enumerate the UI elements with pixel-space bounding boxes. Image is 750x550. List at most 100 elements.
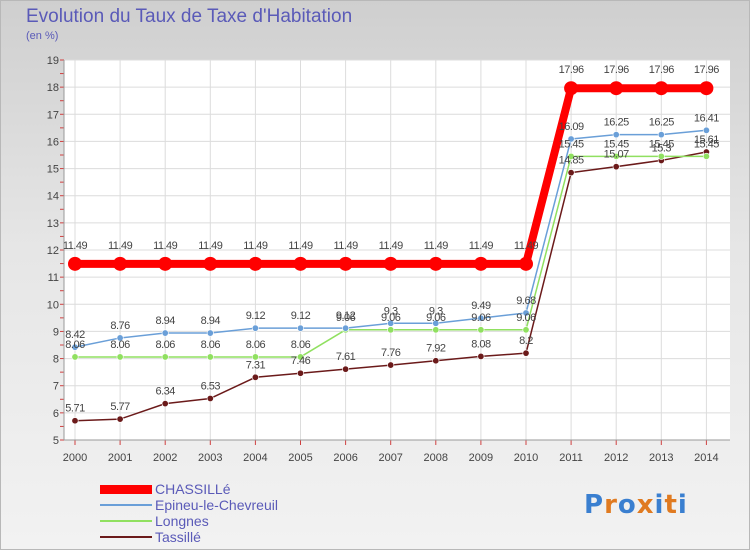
data-label-epineu-le-chevreuil: 9.68 — [516, 295, 536, 307]
x-tick-label: 2006 — [333, 452, 357, 464]
data-point-epineu-le-chevreuil — [116, 334, 124, 342]
data-point-tassill — [432, 357, 440, 365]
data-label-epineu-le-chevreuil: 9.3 — [429, 305, 443, 317]
data-point-chassill — [654, 81, 669, 96]
x-tick-label: 2008 — [424, 452, 448, 464]
y-tick-label: 12 — [47, 245, 59, 257]
data-point-chassill — [248, 256, 263, 271]
x-tick-label: 2009 — [469, 452, 493, 464]
data-point-longnes — [161, 353, 169, 361]
data-label-chassill: 17.96 — [559, 64, 584, 76]
data-label-epineu-le-chevreuil: 9.49 — [471, 300, 491, 312]
data-label-tassill: 8.08 — [471, 338, 491, 350]
data-label-longnes: 8.06 — [201, 339, 221, 351]
data-label-chassill: 11.49 — [288, 240, 313, 252]
logo-letter: r — [604, 490, 618, 520]
data-label-longnes: 9.06 — [381, 312, 401, 324]
data-label-chassill: 11.49 — [63, 240, 88, 252]
data-point-longnes — [206, 353, 214, 361]
data-label-longnes: 15.45 — [604, 138, 629, 150]
data-point-tassill — [567, 169, 575, 177]
proxiti-logo: Proxiti — [584, 490, 688, 520]
legend-label: CHASSILLé — [155, 481, 231, 497]
data-point-chassill — [203, 256, 218, 271]
data-label-chassill: 11.49 — [108, 240, 133, 252]
legend-swatch — [100, 536, 152, 538]
chart-unit: (en %) — [26, 30, 59, 42]
data-label-tassill: 5.77 — [110, 401, 130, 413]
y-tick-label: 10 — [47, 299, 59, 311]
data-label-tassill: 7.61 — [336, 351, 356, 363]
data-label-longnes: 8.06 — [291, 339, 311, 351]
data-point-epineu-le-chevreuil — [387, 319, 395, 327]
data-point-longnes — [71, 353, 79, 361]
data-point-chassill — [113, 256, 128, 271]
data-point-longnes — [567, 152, 575, 160]
data-point-longnes — [612, 152, 620, 160]
data-point-longnes — [522, 326, 530, 334]
x-tick-label: 2012 — [604, 452, 628, 464]
y-tick-label: 17 — [47, 109, 59, 121]
data-label-chassill: 11.49 — [379, 240, 404, 252]
data-point-longnes — [116, 353, 124, 361]
y-tick-label: 16 — [47, 136, 59, 148]
data-label-longnes: 9.06 — [336, 312, 356, 324]
data-label-epineu-le-chevreuil: 8.76 — [110, 320, 130, 332]
data-point-tassill — [71, 417, 79, 425]
data-label-tassill: 15.61 — [694, 134, 719, 146]
x-tick-label: 2000 — [63, 452, 87, 464]
x-tick-label: 2003 — [198, 452, 222, 464]
data-point-tassill — [251, 373, 259, 381]
data-label-chassill: 11.49 — [424, 240, 449, 252]
data-label-chassill: 17.96 — [604, 64, 629, 76]
data-point-tassill — [206, 394, 214, 402]
data-label-tassill: 5.71 — [65, 403, 85, 415]
data-point-chassill — [609, 81, 624, 96]
x-tick-label: 2010 — [514, 452, 538, 464]
data-label-longnes: 9.06 — [471, 312, 491, 324]
logo-letter: t — [664, 490, 678, 520]
data-point-epineu-le-chevreuil — [567, 135, 575, 143]
data-label-longnes: 15.45 — [694, 138, 719, 150]
data-label-longnes: 8.06 — [246, 339, 266, 351]
data-label-epineu-le-chevreuil: 16.41 — [694, 112, 719, 124]
x-tick-label: 2013 — [649, 452, 673, 464]
data-point-chassill — [293, 256, 308, 271]
data-point-chassill — [338, 256, 353, 271]
data-label-tassill: 6.34 — [155, 386, 175, 398]
chart-title: Evolution du Taux de Taxe d'Habitation — [26, 6, 353, 27]
data-label-chassill: 17.96 — [694, 64, 719, 76]
data-label-tassill: 7.92 — [426, 343, 446, 355]
data-point-epineu-le-chevreuil — [71, 343, 79, 351]
x-tick-label: 2007 — [378, 452, 402, 464]
y-tick-label: 8 — [53, 354, 59, 366]
y-tick-label: 19 — [47, 55, 59, 67]
logo-letter: o — [617, 490, 637, 520]
y-tick-label: 6 — [53, 408, 59, 420]
data-point-chassill — [383, 256, 398, 271]
data-label-tassill: 15.3 — [652, 142, 672, 154]
data-point-tassill — [116, 415, 124, 423]
y-tick-label: 5 — [53, 435, 59, 447]
data-point-chassill — [158, 256, 173, 271]
x-tick-label: 2001 — [108, 452, 132, 464]
data-point-tassill — [477, 352, 485, 360]
data-point-longnes — [296, 353, 304, 361]
legend-item: Epineu-le-Chevreuil — [100, 497, 340, 513]
legend-swatch — [100, 484, 152, 494]
data-point-chassill — [564, 81, 579, 96]
x-tick-label: 2004 — [243, 452, 267, 464]
data-label-longnes: 15.45 — [559, 138, 584, 150]
data-label-epineu-le-chevreuil: 8.42 — [65, 329, 85, 341]
data-point-epineu-le-chevreuil — [296, 324, 304, 332]
data-point-longnes — [251, 353, 259, 361]
data-label-tassill: 7.46 — [291, 355, 311, 367]
data-point-epineu-le-chevreuil — [206, 329, 214, 337]
y-tick-label: 13 — [47, 218, 59, 230]
legend-item: Longnes — [100, 513, 340, 529]
data-point-longnes — [387, 326, 395, 334]
data-label-tassill: 6.53 — [201, 380, 221, 392]
data-label-chassill: 11.49 — [469, 240, 494, 252]
legend-item: CHASSILLé — [100, 481, 340, 497]
